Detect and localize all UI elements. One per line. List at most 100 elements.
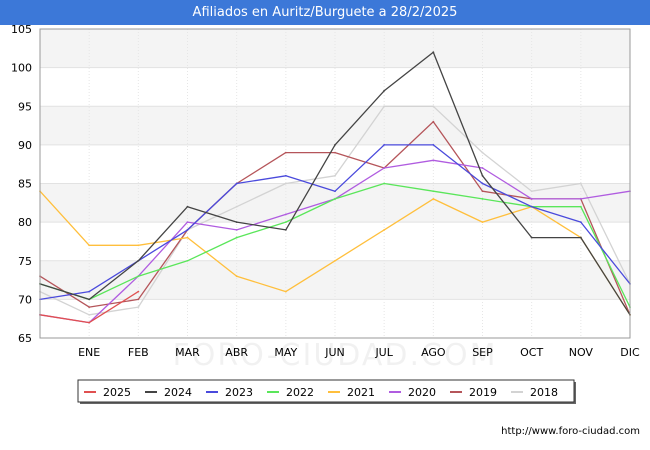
data-point-2019 — [334, 151, 336, 154]
series-layer — [39, 51, 631, 324]
y-tick-label: 85 — [18, 178, 32, 191]
data-point-2018 — [235, 205, 238, 208]
data-point-2018 — [383, 105, 386, 108]
data-point-2023 — [481, 182, 484, 185]
y-tick-label: 75 — [18, 255, 32, 268]
data-point-2018 — [579, 182, 582, 185]
legend: 2025 2024 2023 2022 2021 2020 2019 2018 — [77, 379, 576, 404]
data-point-2021 — [88, 244, 91, 247]
y-tick-label: 100 — [11, 62, 32, 75]
y-tick-label: 70 — [18, 293, 32, 306]
x-tick-label: AGO — [421, 346, 446, 359]
data-point-2018 — [530, 190, 533, 193]
data-point-2019 — [137, 298, 140, 301]
data-point-2022 — [137, 275, 140, 278]
data-point-2021 — [481, 221, 484, 224]
data-point-2019 — [284, 151, 287, 154]
data-point-2021 — [137, 244, 140, 247]
y-tick-label: 105 — [11, 23, 32, 36]
data-point-2018 — [137, 306, 140, 308]
data-point-2024 — [235, 221, 238, 224]
data-point-2018 — [432, 105, 435, 108]
source-link[interactable]: http://www.foro-ciudad.com — [501, 426, 640, 437]
data-point-2023 — [284, 174, 287, 177]
data-point-2024 — [284, 228, 287, 231]
data-point-2024 — [334, 143, 336, 146]
data-point-2020 — [432, 159, 435, 162]
data-point-2018 — [334, 174, 336, 177]
data-point-2020 — [235, 228, 238, 231]
x-tick-label: MAR — [175, 346, 200, 359]
data-point-2024 — [481, 174, 484, 177]
grid-band — [40, 29, 630, 68]
data-point-2020 — [481, 167, 484, 169]
data-point-2019 — [432, 120, 435, 123]
data-point-2021 — [383, 228, 386, 231]
axes — [39, 28, 631, 339]
x-tick-label: SEP — [472, 346, 493, 359]
data-point-2022 — [284, 221, 287, 224]
data-point-2022 — [235, 236, 238, 239]
data-point-2022 — [334, 198, 336, 200]
legend-label-2025: 2025 — [103, 386, 131, 399]
x-tick-label: MAY — [274, 346, 297, 359]
data-point-2019 — [88, 306, 91, 308]
data-point-2020 — [284, 213, 287, 216]
grid-band — [40, 260, 630, 300]
data-point-2023 — [334, 190, 336, 193]
data-point-2020 — [530, 198, 533, 200]
data-point-2022 — [481, 198, 484, 200]
data-point-2018 — [481, 151, 484, 154]
data-point-2024 — [137, 259, 140, 262]
data-point-2022 — [432, 190, 435, 193]
x-tick-label: DIC — [620, 346, 640, 359]
legend-label-2020: 2020 — [408, 386, 436, 399]
data-point-2023 — [88, 290, 91, 293]
data-point-2024 — [432, 51, 435, 54]
data-point-2020 — [186, 221, 189, 224]
legend-label-2018: 2018 — [530, 386, 558, 399]
data-point-2024 — [186, 205, 189, 208]
data-point-2024 — [579, 236, 582, 239]
x-tick-label: JUN — [324, 346, 345, 359]
y-tick-label: 80 — [18, 216, 32, 229]
data-point-2021 — [186, 236, 189, 239]
x-tick-label: OCT — [520, 346, 543, 359]
data-point-2024 — [383, 89, 386, 92]
data-point-2018 — [284, 182, 287, 185]
y-tick-label: 95 — [18, 100, 32, 113]
y-tick-labels: 65 70 75 80 85 90 95 100 105 — [11, 23, 32, 345]
data-point-2022 — [383, 182, 386, 185]
legend-label-2023: 2023 — [225, 386, 253, 399]
x-tick-label: ABR — [225, 346, 248, 359]
data-point-2021 — [284, 290, 287, 293]
data-point-2025 — [137, 290, 140, 293]
data-point-2023 — [383, 143, 386, 146]
data-point-2018 — [88, 313, 91, 316]
legend-box — [77, 379, 575, 403]
data-point-2023 — [579, 221, 582, 224]
data-point-2019 — [481, 190, 484, 193]
data-point-2021 — [334, 259, 336, 262]
x-tick-label: JUL — [374, 346, 393, 359]
chart-title: Afiliados en Auritz/Burguete a 28/2/2025 — [0, 0, 650, 25]
x-tick-label: FEB — [128, 346, 149, 359]
legend-label-2022: 2022 — [286, 386, 314, 399]
data-point-2023 — [186, 228, 189, 231]
data-point-2020 — [579, 198, 582, 200]
data-point-2025 — [88, 321, 91, 324]
data-point-2023 — [235, 182, 238, 185]
x-tick-labels: ENE FEB MAR ABR MAY JUN JUL AGO SEP OCT NOV DIC — [78, 346, 640, 359]
data-point-2024 — [530, 236, 533, 239]
legend-label-2019: 2019 — [469, 386, 497, 399]
data-point-2021 — [235, 275, 238, 278]
x-tick-label: NOV — [569, 346, 594, 359]
legend-label-2024: 2024 — [164, 386, 192, 399]
data-point-2024 — [88, 298, 91, 301]
y-tick-label: 90 — [18, 139, 32, 152]
data-point-2022 — [579, 205, 582, 208]
y-tick-label: 65 — [18, 332, 32, 345]
data-point-2021 — [432, 198, 435, 200]
data-point-2023 — [432, 143, 435, 146]
